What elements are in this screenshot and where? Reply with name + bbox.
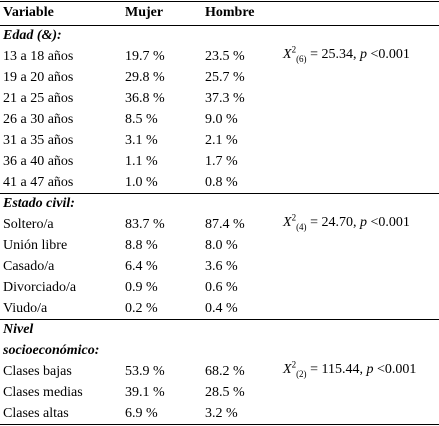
chi-df: (2) [296, 368, 307, 379]
rule-line [0, 25, 439, 26]
header-cell: Hombre [205, 5, 255, 20]
value-cell: 3.2 % [205, 406, 238, 421]
value-cell: 28.5 % [205, 385, 245, 400]
value-cell: 68.2 % [205, 364, 245, 379]
value-cell: 29.8 % [125, 70, 165, 85]
rule-line [0, 1, 439, 2]
chi-value: = 25.34, [310, 47, 357, 62]
p-symbol: p [366, 362, 374, 377]
p-symbol: p [359, 47, 367, 62]
label-cell: 19 a 20 años [3, 70, 74, 85]
value-cell: 39.1 % [125, 385, 165, 400]
label-cell: 13 a 18 años [3, 49, 74, 64]
chi-square: X2(6) = 25.34, p <0.001 [283, 44, 410, 65]
chi-sup: 2 [291, 359, 297, 370]
chi-sup: 2 [291, 212, 297, 223]
value-cell: 0.8 % [205, 175, 238, 190]
label-cell: Casado/a [3, 259, 55, 274]
value-cell: 83.7 % [125, 217, 165, 232]
label-cell: Soltero/a [3, 217, 54, 232]
value-cell: 53.9 % [125, 364, 165, 379]
value-cell: 3.1 % [125, 133, 158, 148]
value-cell: 1.0 % [125, 175, 158, 190]
value-cell: 0.9 % [125, 280, 158, 295]
label-cell: Clases bajas [3, 364, 72, 379]
label-cell: Divorciado/a [3, 280, 77, 295]
chi-square: X2(4) = 24.70, p <0.001 [283, 212, 410, 233]
value-cell: 2.1 % [205, 133, 238, 148]
chi-value: = 24.70, [310, 215, 357, 230]
p-threshold: <0.001 [376, 362, 417, 377]
value-cell: 19.7 % [125, 49, 165, 64]
value-cell: 0.6 % [205, 280, 238, 295]
chi-df: (4) [296, 221, 307, 232]
label-cell: Clases medias [3, 385, 83, 400]
value-cell: 23.5 % [205, 49, 245, 64]
label-cell: 41 a 47 años [3, 175, 74, 190]
label-cell: 36 a 40 años [3, 154, 74, 169]
chi-sup: 2 [291, 44, 297, 55]
value-cell: 3.6 % [205, 259, 238, 274]
chi-df: (6) [296, 53, 307, 64]
value-cell: 9.0 % [205, 112, 238, 127]
p-threshold: <0.001 [370, 215, 410, 230]
header-cell: Variable [3, 5, 54, 20]
value-cell: 1.1 % [125, 154, 158, 169]
header-cell: Mujer [125, 5, 164, 20]
value-cell: 8.5 % [125, 112, 158, 127]
chi-symbol: X [283, 215, 292, 230]
value-cell: 8.8 % [125, 238, 158, 253]
chi-symbol: X [283, 47, 292, 62]
label-cell: 26 a 30 años [3, 112, 74, 127]
label-cell: 21 a 25 años [3, 91, 74, 106]
value-cell: 37.3 % [205, 91, 245, 106]
rule-line [0, 424, 439, 425]
label-cell: Clases altas [3, 406, 69, 421]
section-title: Edad (&): [3, 28, 62, 43]
value-cell: 0.2 % [125, 301, 158, 316]
value-cell: 36.8 % [125, 91, 165, 106]
chi-value: = 115.44, [310, 362, 363, 377]
value-cell: 0.4 % [205, 301, 238, 316]
section-title: Nivel [3, 322, 34, 337]
p-symbol: p [359, 215, 367, 230]
value-cell: 87.4 % [205, 217, 245, 232]
label-cell: 31 a 35 años [3, 133, 74, 148]
label-cell: Viudo/a [3, 301, 48, 316]
value-cell: 8.0 % [205, 238, 238, 253]
value-cell: 1.7 % [205, 154, 238, 169]
chi-square: X2(2) = 115.44, p <0.001 [283, 359, 416, 380]
section-title: socioeconómico: [3, 343, 100, 358]
section-title: Estado civil: [3, 196, 75, 211]
value-cell: 6.4 % [125, 259, 158, 274]
p-threshold: <0.001 [370, 47, 410, 62]
label-cell: Unión libre [3, 238, 68, 253]
chi-symbol: X [283, 362, 292, 377]
value-cell: 6.9 % [125, 406, 158, 421]
rule-line [0, 193, 439, 194]
value-cell: 25.7 % [205, 70, 245, 85]
rule-line [0, 319, 439, 320]
